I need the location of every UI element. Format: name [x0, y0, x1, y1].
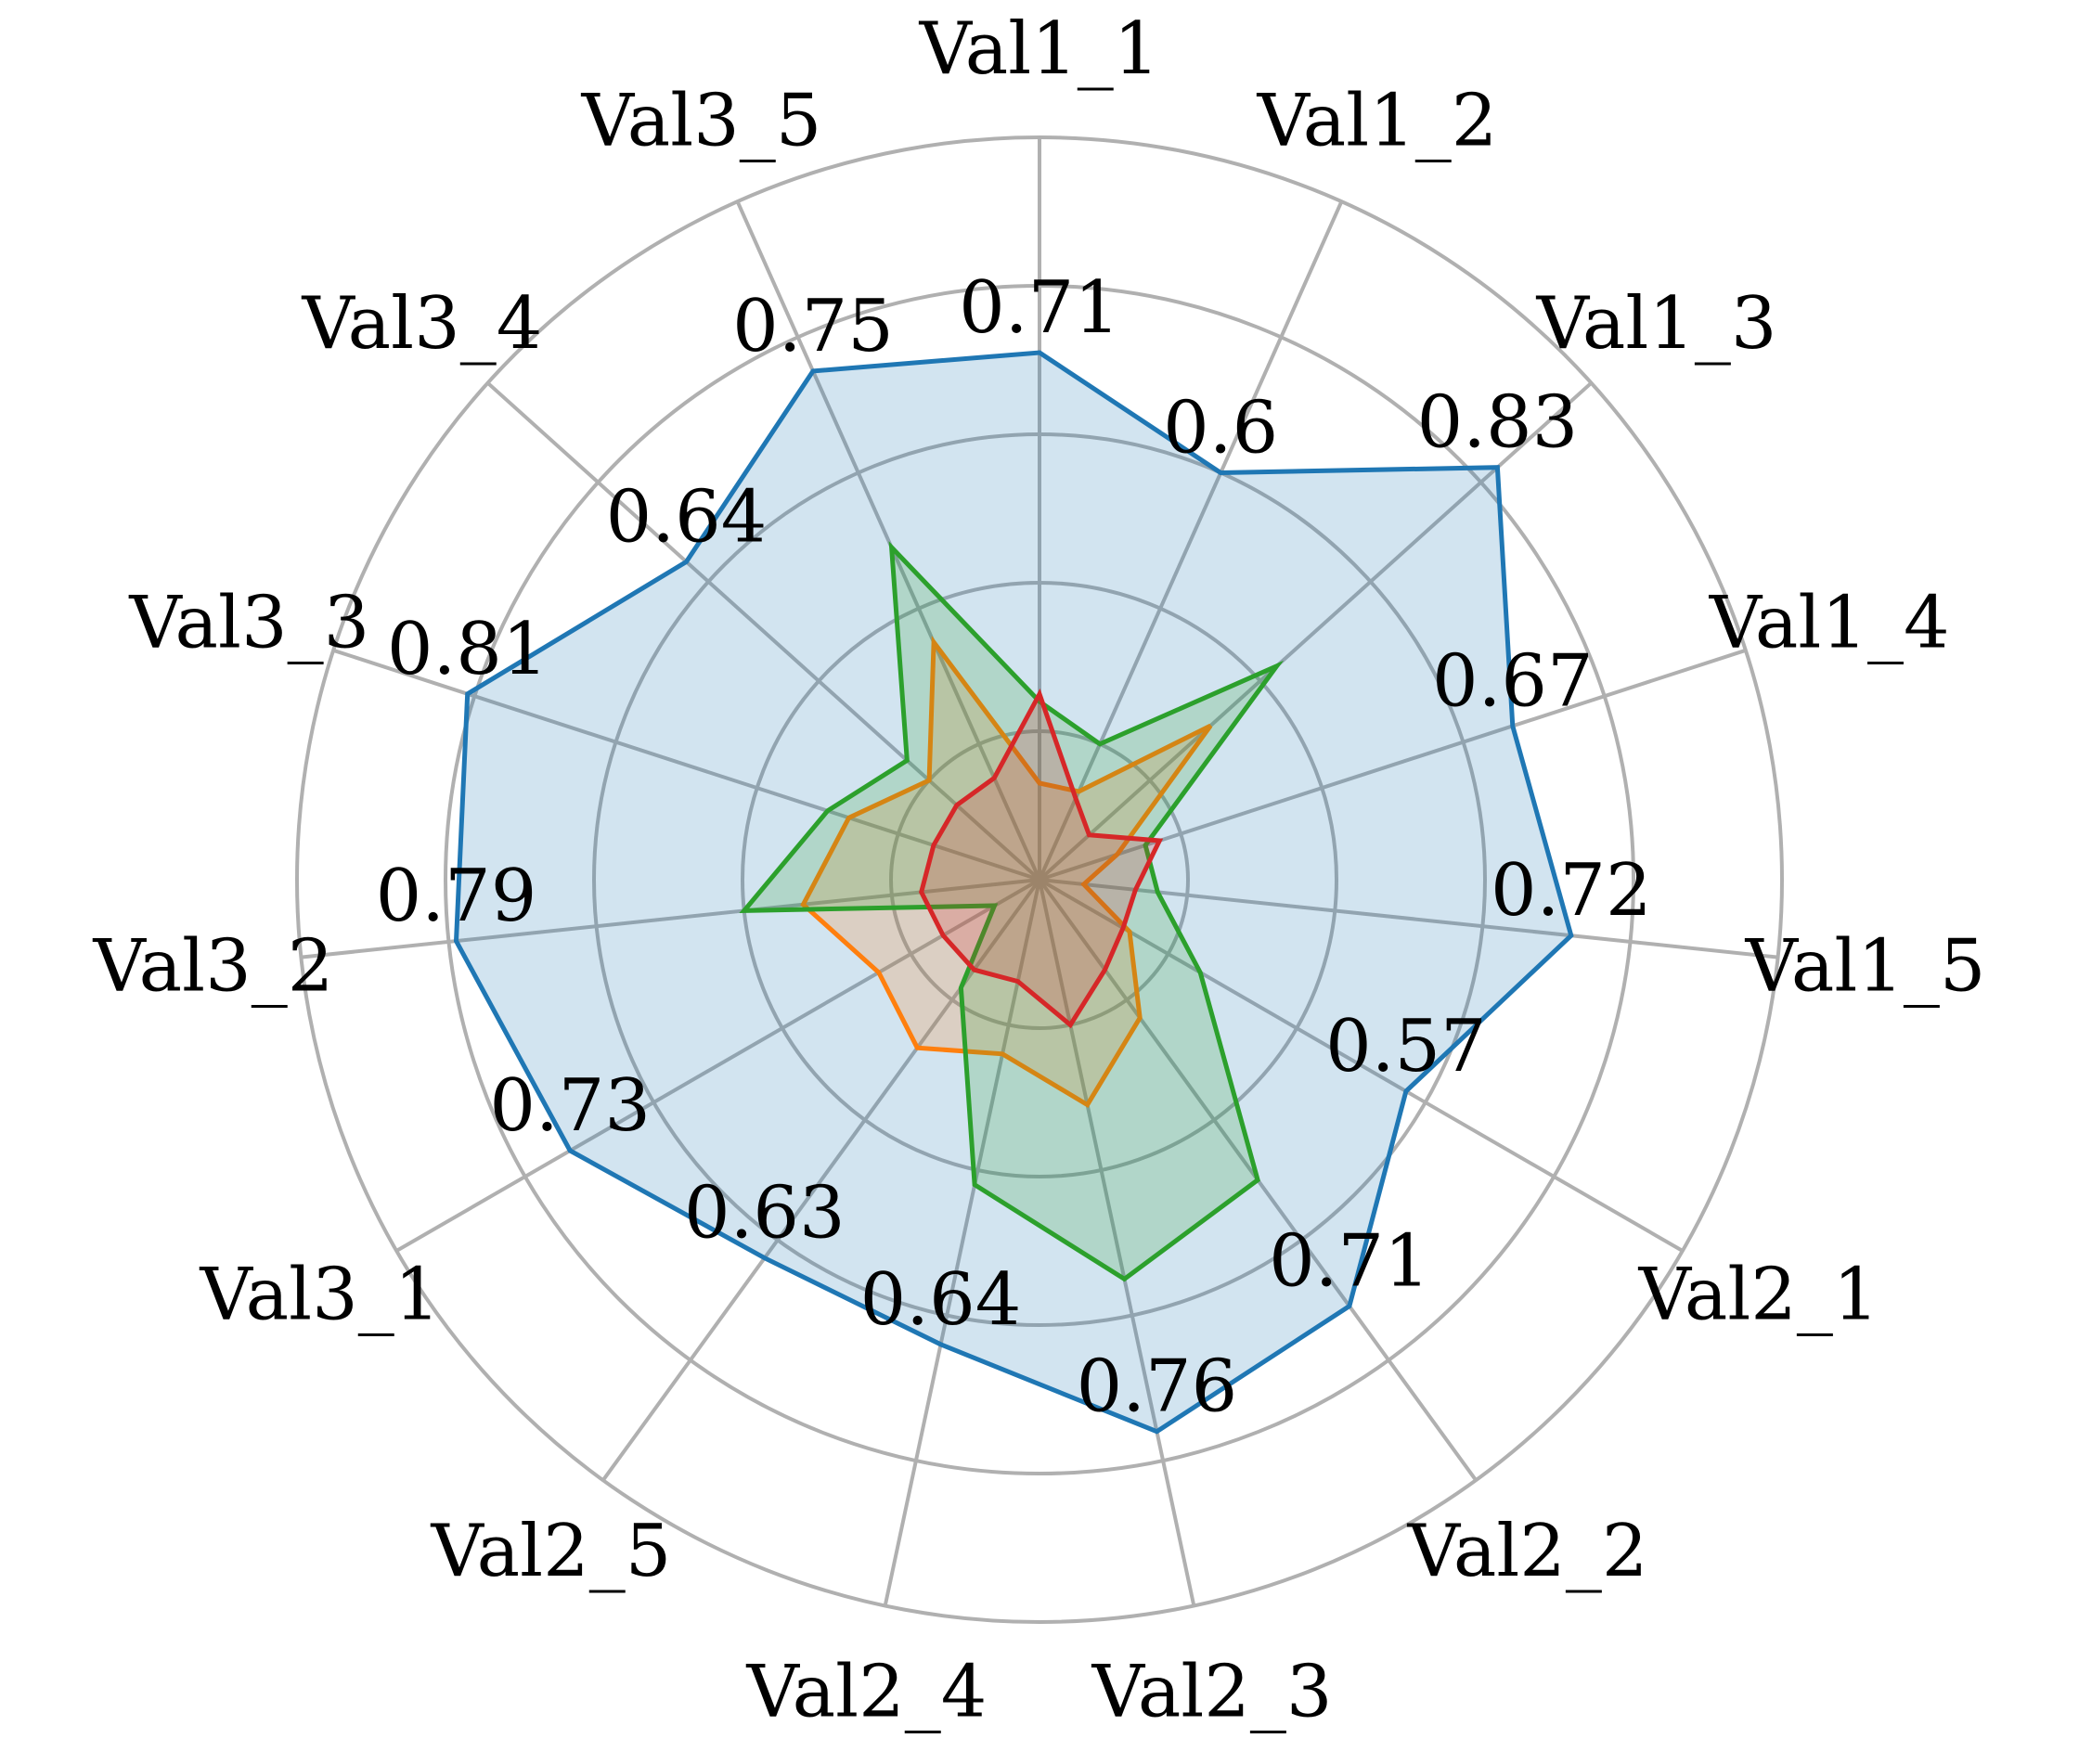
data-label-val1-5: 0.72: [1491, 849, 1652, 933]
axis-label-val1-2: Val1_2: [1257, 79, 1498, 162]
data-label-val3-3: 0.81: [387, 608, 549, 691]
spoke-val2-1: [1038, 878, 1684, 1253]
axis-label-val1-1: Val1_1: [919, 7, 1160, 91]
axis-labels: Val1_1 Val1_2 Val1_3 Val1_4 Val1_5 Val2_1 Val2…: [92, 7, 1985, 1733]
spoke-val3-5: [735, 200, 1041, 881]
data-label-val2-4: 0.64: [860, 1258, 1022, 1342]
axis-label-val2-2: Val2_2: [1407, 1510, 1648, 1593]
spoke-val3-2: [301, 878, 1040, 959]
series-layer: [453, 350, 1574, 1435]
data-label-val3-4: 0.64: [606, 475, 768, 559]
axis-label-val3-1: Val3_1: [199, 1254, 440, 1337]
grid: [295, 135, 1784, 1624]
axis-label-val3-2: Val3_2: [92, 925, 333, 1009]
axis-label-val2-3: Val2_3: [1091, 1650, 1333, 1733]
data-label-val3-1: 0.73: [489, 1064, 651, 1148]
spoke-val3-4: [486, 381, 1041, 882]
data-label-val1-4: 0.67: [1432, 639, 1594, 723]
data-label-val2-1: 0.57: [1325, 1005, 1487, 1088]
axis-label-val2-5: Val2_5: [430, 1510, 671, 1593]
series-4-polygon: [919, 688, 1164, 1029]
spoke-val1-5: [1039, 878, 1778, 959]
data-label-val1-3: 0.83: [1417, 381, 1579, 465]
series-3-polygon: [739, 541, 1285, 1282]
axis-label-val3-3: Val3_3: [128, 581, 369, 664]
axis-label-val1-3: Val1_3: [1536, 282, 1777, 366]
spoke-val3-3: [332, 648, 1040, 882]
spoke-val3-1: [395, 878, 1041, 1253]
axis-label-val1-4: Val1_4: [1709, 581, 1950, 664]
axis-label-val1-5: Val1_5: [1745, 925, 1986, 1009]
axis-label-val2-1: Val2_1: [1638, 1254, 1879, 1337]
series-2-polygon: [800, 636, 1213, 1109]
spoke-val2-4: [883, 879, 1041, 1606]
data-label-val1-2: 0.6: [1163, 387, 1278, 470]
spoke-val2-3: [1038, 879, 1196, 1606]
data-label-val2-5: 0.63: [684, 1172, 846, 1255]
data-label-val1-1: 0.71: [959, 266, 1120, 350]
series-1-polygon: [453, 350, 1574, 1435]
data-label-val3-5: 0.75: [732, 285, 894, 368]
data-label-val2-2: 0.71: [1269, 1220, 1430, 1304]
spoke-val1-2: [1038, 200, 1344, 881]
data-label-val2-3: 0.76: [1077, 1346, 1238, 1429]
axis-label-val2-4: Val2_4: [745, 1650, 987, 1733]
axis-label-val3-5: Val3_5: [581, 79, 822, 162]
axis-label-val3-4: Val3_4: [301, 282, 542, 366]
data-labels: 0.710.6 0.830.670.720.570.710.760.640.630…: [376, 266, 1652, 1429]
spoke-val2-5: [601, 878, 1041, 1482]
data-label-val3-2: 0.79: [376, 855, 537, 938]
